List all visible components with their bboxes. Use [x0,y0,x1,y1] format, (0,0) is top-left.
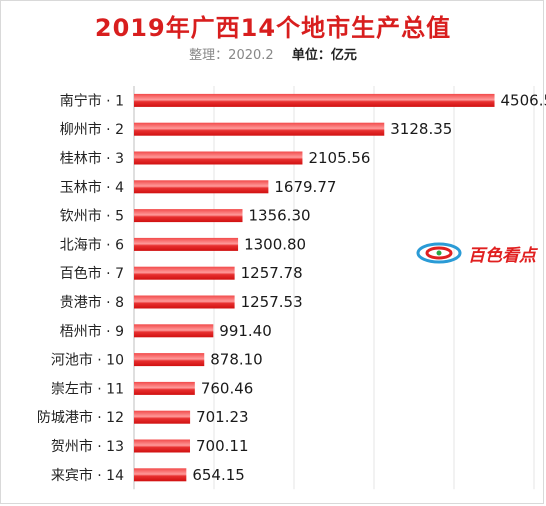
bar [134,439,191,453]
bar [134,122,385,136]
category-label: 贵港市 · 8 [60,294,124,311]
bar [134,468,187,482]
bar [134,295,235,309]
category-label: 钦州市 · 5 [60,208,124,225]
bar [134,381,195,395]
bar [134,209,243,223]
category-label: 崇左市 · 11 [51,380,124,397]
watermark-text: 百色看点 [468,246,536,266]
unit-label: 单位：亿元 [291,48,357,63]
value-label: 1300.80 [244,235,306,253]
value-labels: 4506.56 3128.35 2105.56 1679.77 1356.30 1300.… [192,91,546,483]
value-label: 654.15 [192,466,245,484]
category-label: 桂林市 · 3 [60,150,124,167]
value-label: 3128.35 [390,120,452,138]
bar [134,180,269,194]
value-label: 1679.77 [274,178,336,196]
bar [134,410,191,424]
grid-lines [133,86,535,490]
bar [134,324,214,338]
value-label: 2105.56 [308,149,370,167]
value-label: 1356.30 [249,207,311,225]
category-label: 防城港市 · 12 [37,409,124,426]
bar [134,151,303,165]
category-label: 南宁市 · 1 [60,92,124,109]
category-label: 河池市 · 10 [51,352,124,369]
compile-date-note: 整理：2020.2 [189,48,274,63]
value-label: 760.46 [201,379,254,397]
category-label: 玉林市 · 4 [60,179,124,196]
bar [134,266,235,280]
category-labels: 南宁市 · 1 柳州市 · 2 桂林市 · 3 玉林市 · 4 钦州市 · 5 北海市 ·… [37,92,124,483]
category-label: 贺州市 · 13 [51,438,124,455]
bars [134,93,495,482]
value-label: 700.11 [196,437,249,455]
value-label: 701.23 [196,408,249,426]
watermark: 百色看点 [412,238,546,268]
value-label: 1257.53 [241,293,303,311]
value-label: 4506.56 [501,91,546,109]
chart-title: 2019年广西14个地市生产总值 [94,14,452,42]
bar [134,93,495,107]
value-label: 1257.78 [241,264,303,282]
watermark-logo-icon [416,242,462,264]
category-label: 来宾市 · 14 [51,467,124,484]
category-label: 北海市 · 6 [60,236,124,253]
bar [134,353,205,367]
category-label: 梧州市 · 9 [60,323,124,340]
bar [134,237,239,251]
category-label: 柳州市 · 2 [60,121,124,138]
chart-subtitle: 整理：2020.2 单位：亿元 [0,44,546,63]
value-label: 878.10 [210,351,262,369]
category-label: 百色市 · 7 [60,265,124,282]
value-label: 991.40 [219,322,272,340]
